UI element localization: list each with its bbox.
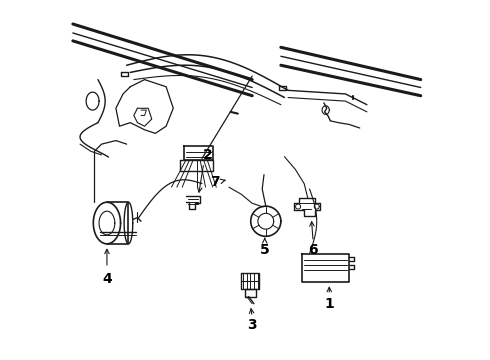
Text: 2: 2 (202, 148, 212, 162)
Text: 6: 6 (308, 243, 318, 257)
Text: 7: 7 (210, 175, 220, 189)
Text: 3: 3 (247, 318, 257, 332)
Text: 4: 4 (102, 271, 112, 285)
Text: 5: 5 (260, 243, 270, 257)
Text: 1: 1 (324, 297, 334, 311)
